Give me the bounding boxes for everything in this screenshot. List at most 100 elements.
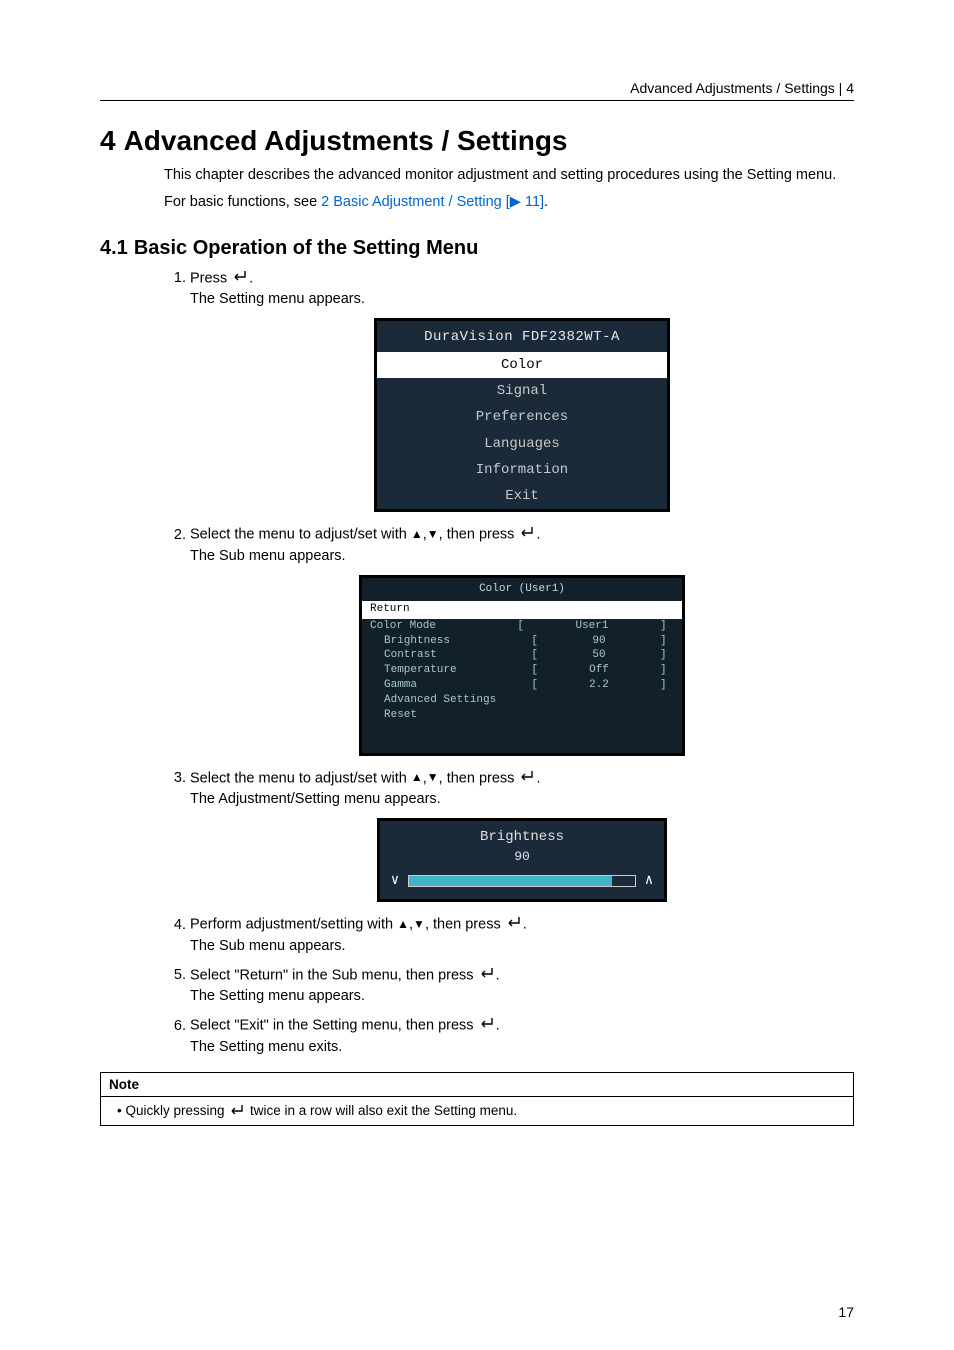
sub-menu-screenshot: Color (User1) Return Color Mode [ User1 … bbox=[359, 575, 685, 756]
step-4-mid: , then press bbox=[425, 917, 505, 933]
bracket-right: ] bbox=[660, 678, 674, 693]
step-2: Select the menu to adjust/set with ▲,▼, … bbox=[190, 524, 854, 755]
enter-icon bbox=[231, 268, 249, 289]
chapter-heading: 4 Advanced Adjustments / Settings bbox=[100, 125, 854, 157]
bracket-right: ] bbox=[660, 663, 674, 678]
link-text: 2 Basic Adjustment / Setting [ bbox=[321, 194, 510, 210]
sub-label: Brightness bbox=[370, 634, 524, 649]
sub-menu-return: Return bbox=[362, 601, 682, 619]
sub-label: Reset bbox=[370, 708, 524, 723]
step-5-desc: The Setting menu appears. bbox=[190, 988, 365, 1004]
step-3-mid: , then press bbox=[439, 770, 519, 786]
chapter-intro-2: For basic functions, see 2 Basic Adjustm… bbox=[100, 192, 854, 213]
note-text-pre: Quickly pressing bbox=[125, 1103, 228, 1118]
enter-icon bbox=[228, 1104, 246, 1119]
sub-label: Temperature bbox=[370, 663, 524, 678]
bracket-right: ] bbox=[660, 648, 674, 663]
bracket-left: [ bbox=[524, 634, 538, 649]
menu-item-signal: Signal bbox=[377, 378, 667, 404]
step-5-text-a: Select "Return" in the Sub menu, then pr… bbox=[190, 967, 478, 983]
sub-value: Off bbox=[538, 663, 660, 678]
setting-menu-screenshot: DuraVision FDF2382WT-A Color Signal Pref… bbox=[374, 318, 670, 512]
note-heading: Note bbox=[101, 1073, 853, 1097]
link-page: 11] bbox=[521, 194, 544, 210]
brightness-slider: ∨ ∧ bbox=[388, 871, 656, 891]
sub-row-brightness: Brightness [ 90 ] bbox=[362, 634, 682, 649]
step-5: Select "Return" in the Sub menu, then pr… bbox=[190, 965, 854, 1007]
sub-row-reset: Reset bbox=[362, 708, 682, 723]
menu-item-exit: Exit bbox=[377, 483, 667, 509]
enter-icon bbox=[478, 1015, 496, 1036]
step-2-text-b: . bbox=[536, 527, 540, 543]
slider-fill bbox=[409, 876, 612, 886]
note-box: Note • Quickly pressing twice in a row w… bbox=[100, 1072, 854, 1126]
sub-row-advanced: Advanced Settings bbox=[362, 693, 682, 708]
steps-list: Press . The Setting menu appears. DuraVi… bbox=[100, 268, 854, 1058]
enter-icon bbox=[518, 524, 536, 545]
menu-item-preferences: Preferences bbox=[377, 404, 667, 430]
sub-label: Contrast bbox=[370, 648, 524, 663]
increase-icon: ∧ bbox=[642, 871, 656, 891]
brightness-value: 90 bbox=[388, 848, 656, 867]
section-title: Basic Operation of the Setting Menu bbox=[134, 237, 478, 259]
down-arrow-icon: ▼ bbox=[413, 916, 425, 933]
menu-item-information: Information bbox=[377, 457, 667, 483]
step-4: Perform adjustment/setting with ▲,▼, the… bbox=[190, 914, 854, 956]
step-1-text-b: . bbox=[249, 270, 253, 286]
step-6-text-a: Select "Exit" in the Setting menu, then … bbox=[190, 1018, 478, 1034]
down-arrow-icon: ▼ bbox=[427, 526, 439, 543]
enter-icon bbox=[505, 914, 523, 935]
sub-label: Color Mode bbox=[370, 619, 510, 634]
menu-item-color: Color bbox=[377, 352, 667, 378]
slider-track bbox=[408, 875, 636, 887]
bracket-left: [ bbox=[510, 619, 524, 634]
step-4-desc: The Sub menu appears. bbox=[190, 938, 346, 954]
step-3: Select the menu to adjust/set with ▲,▼, … bbox=[190, 768, 854, 903]
sub-row-contrast: Contrast [ 50 ] bbox=[362, 648, 682, 663]
intro-pre: For basic functions, see bbox=[164, 194, 321, 210]
step-3-text-b: . bbox=[536, 770, 540, 786]
sub-value: 90 bbox=[538, 634, 660, 649]
up-arrow-icon: ▲ bbox=[411, 526, 423, 543]
step-1-text-a: Press bbox=[190, 270, 231, 286]
step-1-desc: The Setting menu appears. bbox=[190, 291, 365, 307]
sub-value: 2.2 bbox=[538, 678, 660, 693]
decrease-icon: ∨ bbox=[388, 871, 402, 891]
link-arrow-icon: ▶ bbox=[510, 194, 521, 210]
section-number: 4.1 bbox=[100, 237, 128, 259]
step-6-text-b: . bbox=[496, 1018, 500, 1034]
sub-row-color-mode: Color Mode [ User1 ] bbox=[362, 619, 682, 634]
sub-row-temperature: Temperature [ Off ] bbox=[362, 663, 682, 678]
brightness-title: Brightness bbox=[388, 827, 656, 847]
enter-icon bbox=[478, 965, 496, 986]
section-heading: 4.1 Basic Operation of the Setting Menu bbox=[100, 237, 854, 260]
sub-label: Advanced Settings bbox=[370, 693, 524, 708]
step-2-desc: The Sub menu appears. bbox=[190, 548, 346, 564]
basic-adjustment-link[interactable]: 2 Basic Adjustment / Setting [▶ 11] bbox=[321, 194, 544, 210]
menu-item-languages: Languages bbox=[377, 431, 667, 457]
sub-menu-title: Color (User1) bbox=[362, 578, 682, 601]
setting-menu-title: DuraVision FDF2382WT-A bbox=[377, 321, 667, 351]
bracket-left: [ bbox=[524, 663, 538, 678]
page: Advanced Adjustments / Settings | 4 4 Adv… bbox=[0, 0, 954, 1350]
down-arrow-icon: ▼ bbox=[427, 769, 439, 786]
bracket-left: [ bbox=[524, 648, 538, 663]
sub-value: 50 bbox=[538, 648, 660, 663]
chapter-number: 4 bbox=[100, 125, 116, 156]
page-number: 17 bbox=[838, 1304, 854, 1320]
step-2-mid: , then press bbox=[439, 527, 519, 543]
up-arrow-icon: ▲ bbox=[397, 916, 409, 933]
step-1: Press . The Setting menu appears. DuraVi… bbox=[190, 268, 854, 512]
step-2-text-a: Select the menu to adjust/set with bbox=[190, 527, 411, 543]
step-5-text-b: . bbox=[496, 967, 500, 983]
running-head: Advanced Adjustments / Settings | 4 bbox=[100, 80, 854, 101]
step-3-desc: The Adjustment/Setting menu appears. bbox=[190, 791, 441, 807]
note-text-post: twice in a row will also exit the Settin… bbox=[246, 1103, 517, 1118]
up-arrow-icon: ▲ bbox=[411, 769, 423, 786]
bracket-right: ] bbox=[660, 619, 674, 634]
sub-value: User1 bbox=[524, 619, 660, 634]
chapter-intro-1: This chapter describes the advanced moni… bbox=[100, 165, 854, 186]
step-4-text-a: Perform adjustment/setting with bbox=[190, 917, 397, 933]
sub-label: Gamma bbox=[370, 678, 524, 693]
chapter-title: Advanced Adjustments / Settings bbox=[124, 125, 568, 156]
